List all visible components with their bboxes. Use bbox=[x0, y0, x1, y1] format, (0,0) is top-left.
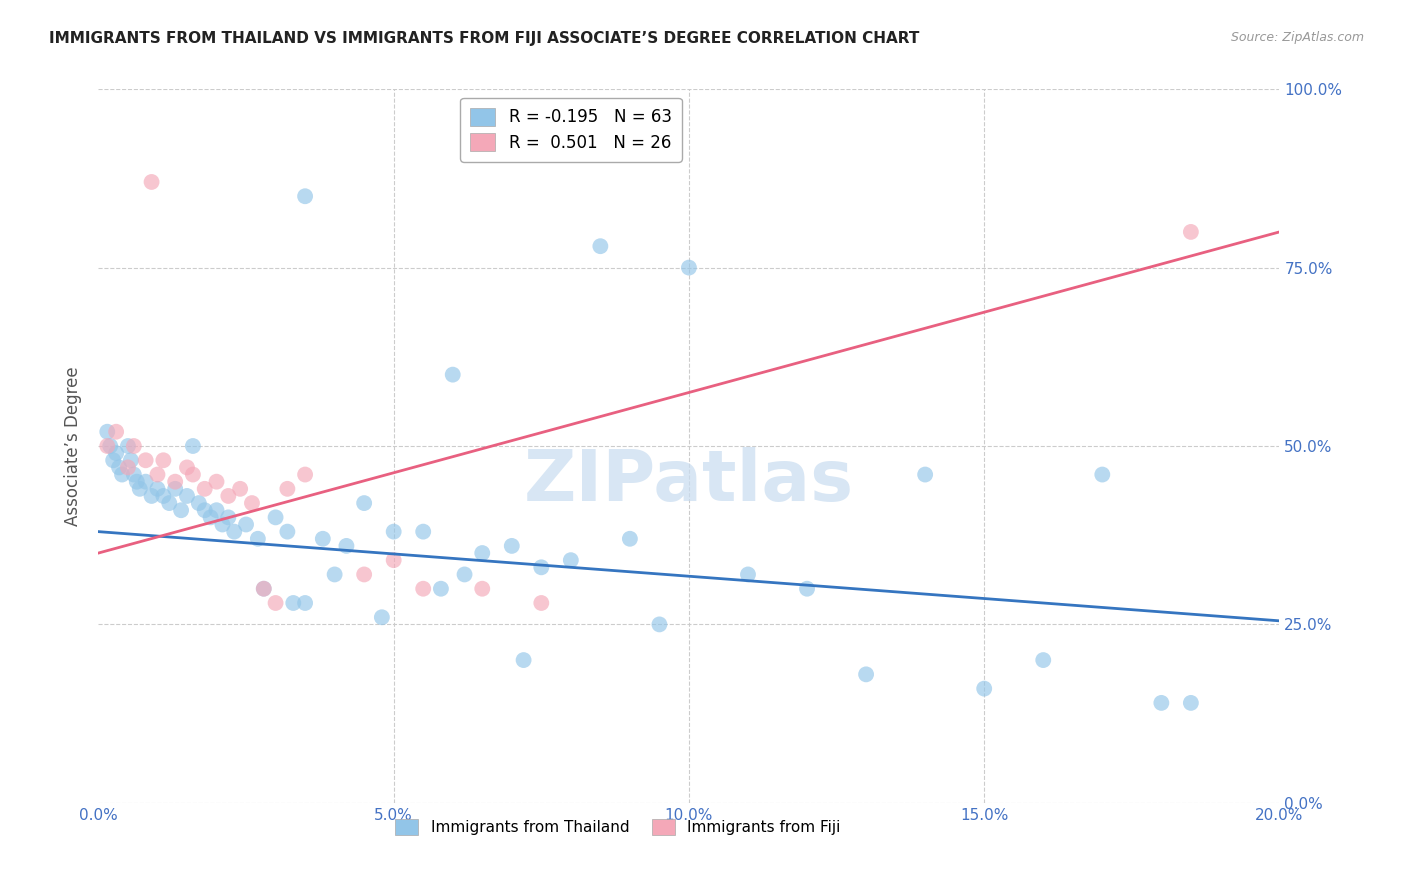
Point bbox=[323, 567, 346, 582]
Point bbox=[96, 425, 118, 439]
Point bbox=[108, 460, 131, 475]
Point bbox=[141, 489, 163, 503]
Point bbox=[253, 582, 276, 596]
Point bbox=[382, 553, 405, 567]
Point bbox=[98, 439, 121, 453]
Point bbox=[181, 467, 204, 482]
Point bbox=[276, 524, 298, 539]
Point bbox=[217, 510, 239, 524]
Point bbox=[205, 503, 228, 517]
Point bbox=[471, 546, 494, 560]
Point bbox=[246, 532, 269, 546]
Point bbox=[146, 467, 169, 482]
Point bbox=[1032, 653, 1054, 667]
Point bbox=[125, 475, 148, 489]
Point bbox=[117, 439, 139, 453]
Point bbox=[128, 482, 150, 496]
Point bbox=[96, 439, 118, 453]
Point bbox=[678, 260, 700, 275]
Point bbox=[512, 653, 534, 667]
Point bbox=[120, 453, 142, 467]
Point bbox=[194, 503, 217, 517]
Point bbox=[141, 175, 163, 189]
Point bbox=[187, 496, 209, 510]
Point bbox=[648, 617, 671, 632]
Point bbox=[105, 446, 128, 460]
Point bbox=[170, 503, 193, 517]
Point bbox=[353, 496, 375, 510]
Point bbox=[146, 482, 169, 496]
Point bbox=[412, 582, 434, 596]
Point bbox=[194, 482, 217, 496]
Text: Source: ZipAtlas.com: Source: ZipAtlas.com bbox=[1230, 31, 1364, 45]
Point bbox=[165, 475, 187, 489]
Point bbox=[1180, 225, 1202, 239]
Point bbox=[181, 439, 204, 453]
Point bbox=[200, 510, 222, 524]
Y-axis label: Associate’s Degree: Associate’s Degree bbox=[65, 367, 83, 525]
Point bbox=[471, 582, 494, 596]
Point bbox=[117, 460, 139, 475]
Point bbox=[224, 524, 246, 539]
Point bbox=[441, 368, 464, 382]
Point bbox=[122, 467, 145, 482]
Point bbox=[914, 467, 936, 482]
Point bbox=[122, 439, 145, 453]
Point bbox=[253, 582, 276, 596]
Point bbox=[152, 489, 174, 503]
Point bbox=[217, 489, 239, 503]
Point bbox=[235, 517, 257, 532]
Point bbox=[205, 475, 228, 489]
Point bbox=[371, 610, 394, 624]
Point bbox=[135, 475, 157, 489]
Point bbox=[165, 482, 187, 496]
Point bbox=[312, 532, 335, 546]
Point bbox=[1150, 696, 1173, 710]
Point bbox=[176, 489, 198, 503]
Point bbox=[152, 453, 174, 467]
Point bbox=[176, 460, 198, 475]
Point bbox=[335, 539, 357, 553]
Point bbox=[105, 425, 128, 439]
Point bbox=[530, 596, 553, 610]
Point bbox=[382, 524, 405, 539]
Point bbox=[1180, 696, 1202, 710]
Point bbox=[276, 482, 298, 496]
Text: ZIPatlas: ZIPatlas bbox=[524, 447, 853, 516]
Point bbox=[501, 539, 523, 553]
Point bbox=[264, 510, 287, 524]
Point bbox=[619, 532, 641, 546]
Point bbox=[211, 517, 233, 532]
Legend: Immigrants from Thailand, Immigrants from Fiji: Immigrants from Thailand, Immigrants fro… bbox=[389, 814, 846, 841]
Point bbox=[135, 453, 157, 467]
Point bbox=[1091, 467, 1114, 482]
Point bbox=[111, 467, 134, 482]
Point bbox=[103, 453, 125, 467]
Point bbox=[294, 189, 316, 203]
Point bbox=[294, 467, 316, 482]
Point bbox=[240, 496, 263, 510]
Point bbox=[453, 567, 475, 582]
Point bbox=[560, 553, 582, 567]
Point bbox=[353, 567, 375, 582]
Point bbox=[157, 496, 180, 510]
Point bbox=[737, 567, 759, 582]
Text: IMMIGRANTS FROM THAILAND VS IMMIGRANTS FROM FIJI ASSOCIATE’S DEGREE CORRELATION : IMMIGRANTS FROM THAILAND VS IMMIGRANTS F… bbox=[49, 31, 920, 46]
Point bbox=[283, 596, 305, 610]
Point bbox=[796, 582, 818, 596]
Point bbox=[973, 681, 995, 696]
Point bbox=[294, 596, 316, 610]
Point bbox=[430, 582, 453, 596]
Point bbox=[229, 482, 252, 496]
Point bbox=[855, 667, 877, 681]
Point bbox=[412, 524, 434, 539]
Point bbox=[530, 560, 553, 574]
Point bbox=[589, 239, 612, 253]
Point bbox=[264, 596, 287, 610]
